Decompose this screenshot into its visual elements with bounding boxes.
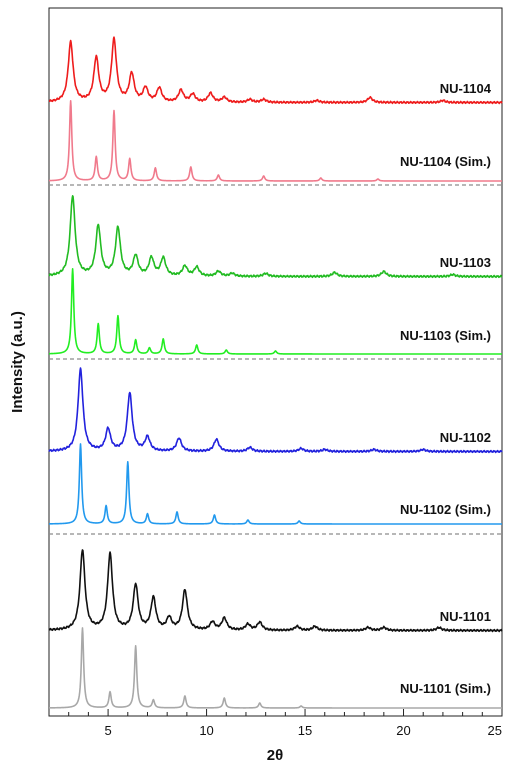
x-tick-label: 20	[396, 723, 410, 738]
series-line-nu-1103-sim	[48, 268, 503, 355]
x-tick-label: 10	[199, 723, 213, 738]
x-axis-title: 2θ	[267, 747, 283, 764]
series-label-nu-1102-sim: NU-1102 (Sim.)	[400, 502, 491, 517]
label-layer: NU-1104 NU-1104 (Sim.) NU-1103 NU-1103 (Sim…	[400, 81, 492, 696]
plot-frame	[48, 7, 503, 717]
series-label-nu-1104: NU-1104	[440, 81, 492, 96]
series-label-nu-1101: NU-1101	[440, 609, 491, 624]
x-tick-label: 15	[298, 723, 312, 738]
tick-layer: 5 10 15 20 25	[48, 709, 503, 738]
series-line-nu-1103	[48, 195, 503, 279]
series-line-nu-1101-sim	[48, 627, 503, 709]
y-axis-title: Intensity (a.u.)	[9, 311, 26, 413]
series-line-nu-1104	[48, 36, 503, 105]
series-label-nu-1102: NU-1102	[440, 430, 491, 445]
x-tick-label: 25	[488, 723, 502, 738]
series-line-nu-1104-sim	[48, 100, 503, 182]
series-label-nu-1101-sim: NU-1101 (Sim.)	[400, 681, 491, 696]
series-line-nu-1102	[48, 367, 503, 454]
series-line-nu-1102-sim	[48, 443, 503, 525]
series-label-nu-1103-sim: NU-1103 (Sim.)	[400, 328, 491, 343]
series-line-nu-1101	[48, 549, 503, 633]
series-label-nu-1104-sim: NU-1104 (Sim.)	[400, 154, 491, 169]
series-layer	[48, 36, 503, 709]
series-label-nu-1103: NU-1103	[440, 255, 491, 270]
x-tick-label: 5	[104, 723, 111, 738]
